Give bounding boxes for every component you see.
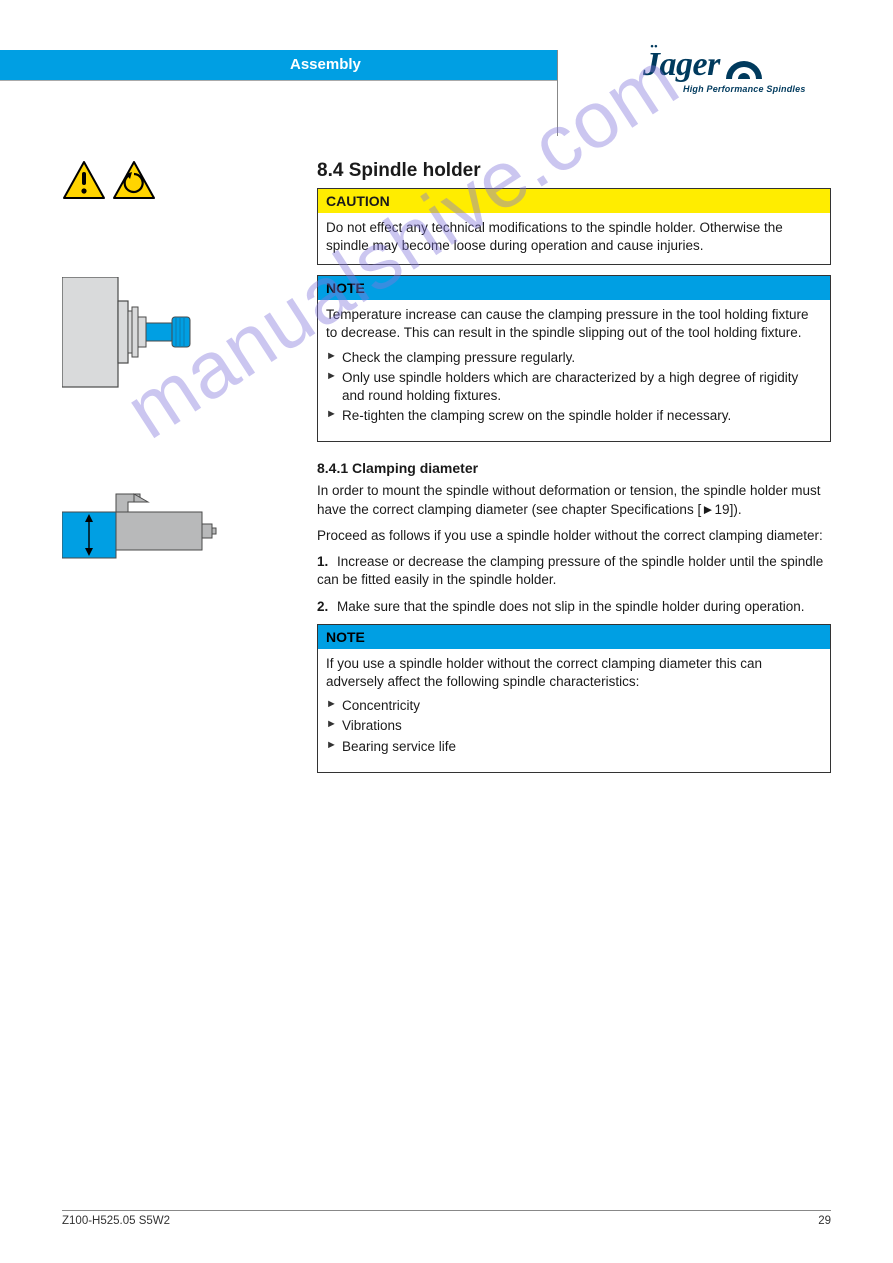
note2-bullet: Vibrations: [326, 717, 822, 735]
warning-triangle-icon: [62, 160, 106, 205]
note2-bullet: Concentricity: [326, 697, 822, 715]
footer-page-number: 29: [818, 1215, 831, 1227]
note-box-2: NOTE If you use a spindle holder without…: [317, 624, 831, 773]
note1-line: Temperature increase can cause the clamp…: [326, 306, 822, 342]
rotating-hazard-icon: [112, 160, 156, 205]
step-2: 2.Make sure that the spindle does not sl…: [317, 598, 831, 616]
brand-name: J¨ager: [643, 46, 720, 83]
step-2-text: Make sure that the spindle does not slip…: [337, 599, 805, 614]
caution-text: Do not effect any technical modification…: [318, 213, 830, 264]
step-1: 1.Increase or decrease the clamping pres…: [317, 553, 831, 589]
brand-logo: J¨ager High Performance Spindles: [643, 46, 833, 106]
note1-bullet: Re-tighten the clamping screw on the spi…: [326, 407, 822, 425]
note2-label: NOTE: [318, 625, 830, 649]
clamp-diameter-illustration: [62, 488, 287, 583]
header-rule: [0, 80, 557, 81]
spindle-side-illustration: [62, 277, 287, 402]
note2-bullet: Bearing service life: [326, 738, 822, 756]
brand-arc-icon: [724, 53, 764, 88]
step-1-text: Increase or decrease the clamping pressu…: [317, 554, 823, 587]
page-footer: Z100-H525.05 S5W2 29: [62, 1210, 831, 1227]
subsection-title: 8.4.1 Clamping diameter: [317, 460, 831, 476]
subsection-p2-lead: Proceed as follows if you use a spindle …: [317, 527, 831, 545]
header-band: [0, 50, 557, 80]
caution-label: CAUTION: [318, 189, 830, 213]
note1-bullet: Only use spindle holders which are chara…: [326, 369, 822, 405]
note2-line: If you use a spindle holder without the …: [326, 655, 822, 691]
section-title: 8.4 Spindle holder: [317, 160, 831, 182]
caution-box: CAUTION Do not effect any technical modi…: [317, 188, 831, 265]
note-box-1: NOTE Temperature increase can cause the …: [317, 275, 831, 442]
footer-left: Z100-H525.05 S5W2: [62, 1215, 170, 1227]
note1-label: NOTE: [318, 276, 830, 300]
note1-bullet: Check the clamping pressure regularly.: [326, 349, 822, 367]
subsection-p1: In order to mount the spindle without de…: [317, 482, 831, 518]
header-rule-right: [557, 50, 558, 136]
header-section-label: Assembly: [290, 56, 361, 73]
brand-tagline: High Performance Spindles: [683, 84, 833, 94]
